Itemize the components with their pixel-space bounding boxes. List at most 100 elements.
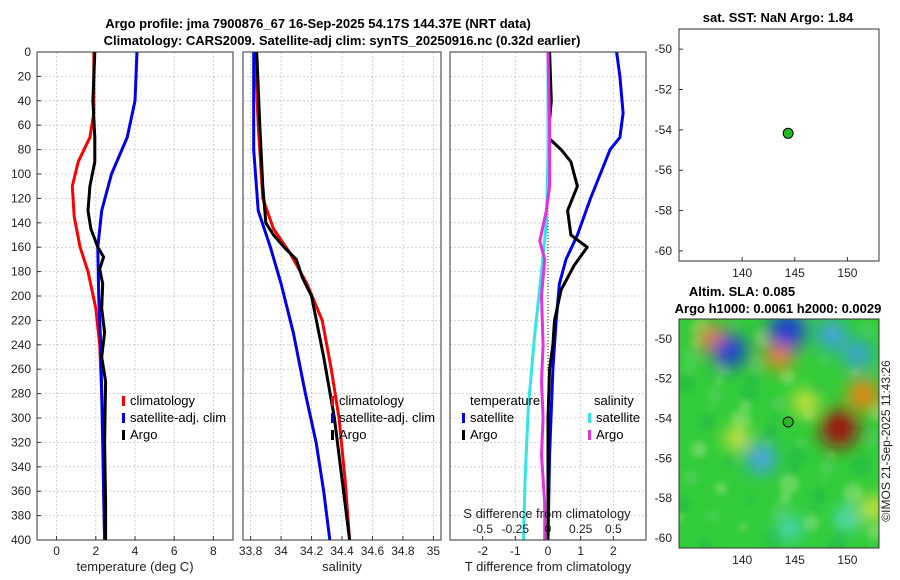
- figure-title-line2: Climatology: CARS2009. Satellite-adj cli…: [104, 33, 581, 48]
- y-tick-label: -52: [655, 83, 673, 97]
- y-tick-label: 220: [11, 313, 31, 327]
- series-line-temperature-argo: [546, 52, 589, 540]
- heatmap-anomaly: [835, 506, 860, 531]
- difference-panel: -2 -1 0 1 2T difference from climatology temp…: [449, 51, 647, 574]
- legend-entry-swatch: [588, 413, 591, 423]
- series-line-argo: [255, 52, 352, 540]
- figure-title-line1: Argo profile: jma 7900876_67 16-Sep-2025…: [105, 16, 531, 31]
- series-group: [70, 52, 139, 540]
- x-tick-label: 150: [837, 266, 857, 280]
- series-line-satellite-adj-clim: [252, 52, 332, 540]
- legend-entry-swatch: [462, 430, 465, 440]
- series-group: [522, 52, 625, 540]
- legend-entry-label: satellite: [596, 410, 640, 425]
- x-tick-label: 140: [732, 266, 752, 280]
- x-tick-label: 4: [132, 544, 139, 558]
- s-axis-label: S difference from climatology: [463, 506, 631, 521]
- legend-entry-label: climatology: [130, 393, 196, 408]
- salinity-panel: 33.8 34 34.2 34.4 34.6 34.8 35 salinity climatol…: [239, 51, 442, 574]
- heatmap-group: [679, 319, 879, 548]
- heatmap-texture-cell: [779, 473, 799, 494]
- temperature-panel: 0 2 4 6 802040608010012014016018020022024026…: [11, 45, 234, 574]
- heatmap-texture-cell: [739, 382, 759, 403]
- legend-entry-label: Argo: [130, 427, 157, 442]
- legend-entry-label: satellite-adj. clim: [130, 410, 226, 425]
- heatmap-texture-cell: [867, 541, 875, 548]
- heatmap-anomaly: [777, 515, 803, 541]
- heatmap-anomaly: [768, 319, 806, 350]
- heatmap-texture-cell: [827, 450, 835, 459]
- argo-position-marker: [782, 127, 794, 139]
- sst-map-title: sat. SST: NaN Argo: 1.84: [703, 10, 854, 25]
- heatmap-texture-cell: [771, 395, 787, 412]
- heatmap-texture-cell: [679, 496, 691, 513]
- y-tick-label: -52: [655, 372, 673, 386]
- credit-text: ©IMOS 21-Sep-2025 11:43:26: [879, 360, 893, 522]
- y-tick-label: 240: [11, 338, 31, 352]
- legend-entry-swatch: [462, 413, 465, 423]
- x-tick-label: 145: [785, 553, 805, 567]
- heatmap-texture-cell: [819, 354, 831, 367]
- s-tick-label: -0.5: [472, 522, 493, 536]
- y-tick-label: -58: [655, 204, 673, 218]
- x-tick-label: 2: [92, 544, 99, 558]
- sla-map-title2: Argo h1000: 0.0061 h2000: 0.0029: [675, 301, 882, 316]
- heatmap-anomalies: [698, 319, 879, 541]
- x-tick-label: 34.2: [300, 544, 324, 558]
- legend-entry-label: satellite-adj. clim: [339, 410, 435, 425]
- heatmap-texture-cell: [803, 514, 819, 531]
- heatmap-texture-cell: [683, 469, 699, 486]
- heatmap-texture-cell: [779, 368, 795, 385]
- legend-entry-swatch: [588, 430, 591, 440]
- y-tick-label: 320: [11, 435, 31, 449]
- heatmap-texture-cell: [691, 441, 707, 458]
- plot-frame: [678, 28, 880, 262]
- legend-entry-label: Argo: [596, 427, 623, 442]
- heatmap-texture-cell: [835, 528, 847, 541]
- x-tick-label: 140: [732, 553, 752, 567]
- x-axis-label: T difference from climatology: [465, 559, 632, 574]
- heatmap-anomaly: [820, 409, 858, 448]
- heatmap-texture-cell: [679, 514, 683, 523]
- y-tick-label: 380: [11, 509, 31, 523]
- legend-entry-swatch: [331, 430, 334, 440]
- x-tick-label: 150: [837, 553, 857, 567]
- legend-entry-label: Argo: [339, 427, 366, 442]
- y-tick-label: -50: [655, 332, 673, 346]
- sst-map-panel: 140 145 150 -50 -52 -54 -56 -58 -60: [655, 28, 880, 280]
- argo-position-marker: [782, 416, 794, 428]
- heatmap-texture-cell: [811, 505, 819, 514]
- heatmap-texture-cell: [859, 322, 875, 339]
- sla-map-panel: 140 145 150 -50 -52 -54 -56 -58 -60: [655, 318, 880, 567]
- heatmap-texture-cell: [787, 446, 807, 467]
- y-tick-label: 180: [11, 265, 31, 279]
- y-tick-label: -58: [655, 491, 673, 505]
- legend-entry-swatch: [331, 396, 334, 406]
- x-tick-label: 0: [545, 544, 552, 558]
- series-line-temperature-satellite: [546, 52, 625, 540]
- y-tick-label: 140: [11, 216, 31, 230]
- y-tick-label: 20: [18, 69, 32, 83]
- heatmap-texture-cell: [851, 367, 859, 376]
- heatmap-texture-cell: [843, 483, 863, 504]
- legend-entry-swatch: [122, 413, 125, 423]
- x-tick-label: 2: [610, 544, 617, 558]
- x-axis-label: salinity: [322, 559, 362, 574]
- heatmap-texture: [679, 319, 879, 548]
- x-tick-label: -1: [510, 544, 521, 558]
- y-tick-label: 400: [11, 533, 31, 547]
- heatmap-texture-cell: [683, 345, 703, 366]
- s-tick-label: 0.25: [569, 522, 593, 536]
- heatmap-texture-cell: [787, 464, 799, 477]
- x-tick-label: 1: [577, 544, 584, 558]
- heatmap-texture-cell: [779, 491, 791, 504]
- y-tick-label: 160: [11, 240, 31, 254]
- heatmap-anomaly: [816, 319, 847, 350]
- x-tick-label: 0: [53, 544, 60, 558]
- y-tick-label: 120: [11, 191, 31, 205]
- x-tick-label: 8: [210, 544, 217, 558]
- y-tick-label: 360: [11, 484, 31, 498]
- heatmap-texture-cell: [699, 537, 711, 548]
- x-tick-label: 34.6: [361, 544, 385, 558]
